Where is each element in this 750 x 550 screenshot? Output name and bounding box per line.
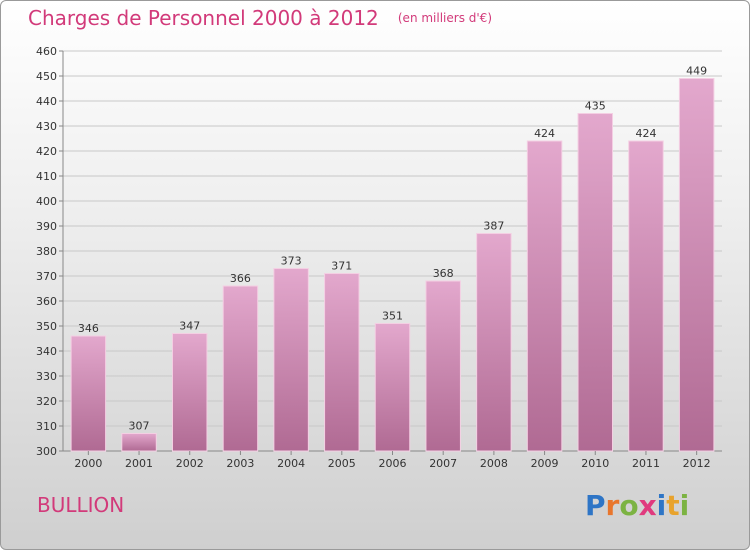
- y-tick-label: 400: [36, 195, 57, 208]
- x-tick-label: 2008: [480, 457, 508, 470]
- commune-name: BULLION: [37, 493, 125, 517]
- bar: [273, 268, 309, 452]
- data-label: 435: [585, 100, 606, 113]
- y-tick-label: 340: [36, 345, 57, 358]
- bar: [171, 333, 208, 452]
- chart-subtitle: (en milliers d'€): [397, 11, 492, 25]
- bar: [678, 78, 715, 452]
- y-tick-label: 390: [36, 220, 57, 233]
- data-label: 351: [382, 310, 403, 323]
- y-tick-label: 380: [36, 245, 57, 258]
- bar: [222, 285, 259, 452]
- y-tick-label: 450: [36, 70, 57, 83]
- logo-letter: o: [619, 489, 639, 522]
- logo-letter: P: [585, 489, 606, 522]
- logo-letter: i: [679, 489, 690, 522]
- data-label: 387: [483, 220, 504, 233]
- y-tick-label: 320: [36, 395, 57, 408]
- x-tick-label: 2006: [379, 457, 407, 470]
- logo-letter: i: [656, 489, 667, 522]
- y-tick-label: 440: [36, 95, 57, 108]
- data-label: 373: [281, 255, 302, 268]
- x-tick-label: 2010: [581, 457, 609, 470]
- bar: [628, 140, 664, 452]
- x-tick-label: 2001: [125, 457, 153, 470]
- bar: [70, 335, 107, 452]
- y-tick-label: 310: [36, 420, 57, 433]
- bar: [577, 113, 614, 452]
- y-tick-label: 460: [36, 45, 57, 58]
- y-tick-label: 300: [36, 445, 57, 458]
- y-tick-label: 430: [36, 120, 57, 133]
- data-label: 368: [433, 267, 454, 280]
- x-tick-label: 2002: [176, 457, 204, 470]
- bar: [324, 273, 360, 452]
- bar: [121, 433, 157, 452]
- x-tick-label: 2012: [683, 457, 711, 470]
- bar: [374, 323, 411, 452]
- x-tick-label: 2005: [328, 457, 356, 470]
- logo-letter: x: [638, 489, 657, 522]
- y-tick-label: 330: [36, 370, 57, 383]
- data-label: 449: [686, 65, 707, 78]
- bar: [425, 280, 461, 452]
- bar: [526, 140, 563, 452]
- data-label: 347: [179, 320, 200, 333]
- data-label: 366: [230, 272, 251, 285]
- data-label: 307: [129, 420, 150, 433]
- x-tick-label: 2000: [74, 457, 102, 470]
- x-tick-label: 2011: [632, 457, 660, 470]
- data-label: 346: [78, 322, 99, 335]
- x-tick-label: 2007: [429, 457, 457, 470]
- y-tick-label: 350: [36, 320, 57, 333]
- x-tick-label: 2003: [226, 457, 254, 470]
- y-tick-label: 370: [36, 270, 57, 283]
- y-tick-label: 410: [36, 170, 57, 183]
- data-label: 371: [331, 260, 352, 273]
- bar: [476, 233, 512, 452]
- proxiti-logo[interactable]: Proxiti: [585, 489, 689, 522]
- data-label: 424: [534, 127, 555, 140]
- logo-letter: t: [666, 489, 680, 522]
- x-tick-label: 2004: [277, 457, 305, 470]
- data-label: 424: [635, 127, 656, 140]
- logo-letter: r: [605, 489, 620, 522]
- chart-title: Charges de Personnel 2000 à 2012: [28, 6, 379, 30]
- y-tick-label: 360: [36, 295, 57, 308]
- y-tick-label: 420: [36, 145, 57, 158]
- x-tick-label: 2009: [531, 457, 559, 470]
- chart-title-block: Charges de Personnel 2000 à 2012 (en mil…: [28, 6, 492, 30]
